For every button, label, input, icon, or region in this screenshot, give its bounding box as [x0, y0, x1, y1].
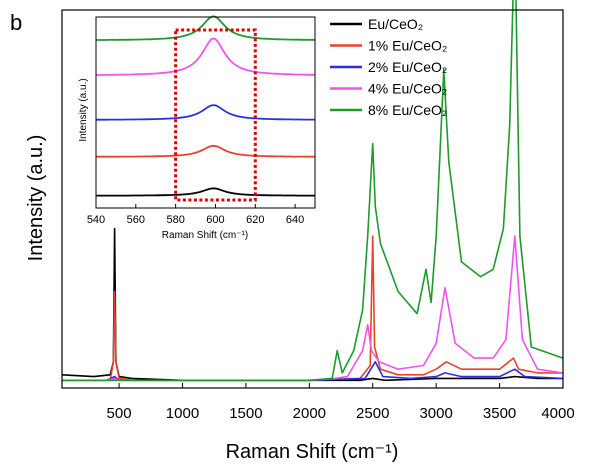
panel-label: b: [10, 10, 22, 35]
main-plot: 500 1000 1500 2000 2500 3000 3500 4000 Raman Sh…: [25, 0, 575, 463]
main-y-axis-label: Intensity (a.u.): [25, 135, 47, 262]
main-x-tick-label: 3500: [483, 405, 516, 422]
main-x-axis-label: Raman Shift (cm⁻¹): [226, 441, 399, 463]
main-x-tick-label: 2000: [293, 405, 326, 422]
main-x-tick-label: 3000: [419, 405, 452, 422]
main-x-tick-label: 2500: [356, 405, 389, 422]
main-series-line-4: [62, 235, 564, 382]
inset-x-tick-label: 560: [127, 214, 145, 226]
inset-series-line-1: [96, 187, 315, 197]
main-plot-frame: [61, 9, 564, 389]
main-x-tick-label: 500: [107, 405, 132, 422]
inset-highlight-box: [174, 28, 257, 202]
legend-label-3: 2% Eu/CeO₂: [368, 59, 447, 75]
inset-x-tick-label: 600: [206, 214, 224, 226]
main-series-group: [61, 0, 564, 382]
inset-series-line-4: [96, 37, 315, 76]
legend: Eu/CeO₂ 1% Eu/CeO₂ 2% Eu/CeO₂ 4% Eu/CeO₂ 8% …: [330, 16, 447, 118]
inset-x-tick-label: 580: [166, 214, 184, 226]
legend-label-1: Eu/CeO₂: [368, 16, 423, 32]
inset-plot: 540 560 580 600 620 640 Raman Shift (cm⁻¹) In…: [78, 15, 316, 241]
inset-series-line-2: [96, 144, 315, 158]
inset-y-axis-label: Intensity (a.u.): [78, 78, 89, 141]
main-x-tick-label: 1000: [166, 405, 199, 422]
inset-frame: [95, 16, 316, 209]
main-series-line-2: [62, 235, 563, 382]
inset-x-tick-label: 640: [286, 214, 304, 226]
main-x-tick-label: 1500: [229, 405, 262, 422]
main-series-line-3: [62, 361, 564, 382]
inset-series-line-3: [96, 104, 315, 121]
legend-label-5: 8% Eu/CeO₂: [368, 102, 447, 118]
main-series-line-5: [62, 0, 564, 382]
legend-label-2: 1% Eu/CeO₂: [368, 38, 447, 54]
inset-series-group: [96, 15, 315, 197]
main-x-ticks: 500 1000 1500 2000 2500 3000 3500 4000: [107, 383, 575, 422]
legend-label-4: 4% Eu/CeO₂: [368, 81, 447, 97]
inset-series-line-5: [96, 15, 315, 41]
main-x-tick-label: 4000: [541, 405, 574, 422]
inset-x-axis-label: Raman Shift (cm⁻¹): [162, 230, 248, 241]
inset-x-ticks: 540 560 580 600 620 640: [87, 204, 304, 226]
inset-x-tick-label: 620: [246, 214, 264, 226]
inset-background: [96, 17, 315, 208]
inset-x-tick-label: 540: [87, 214, 105, 226]
